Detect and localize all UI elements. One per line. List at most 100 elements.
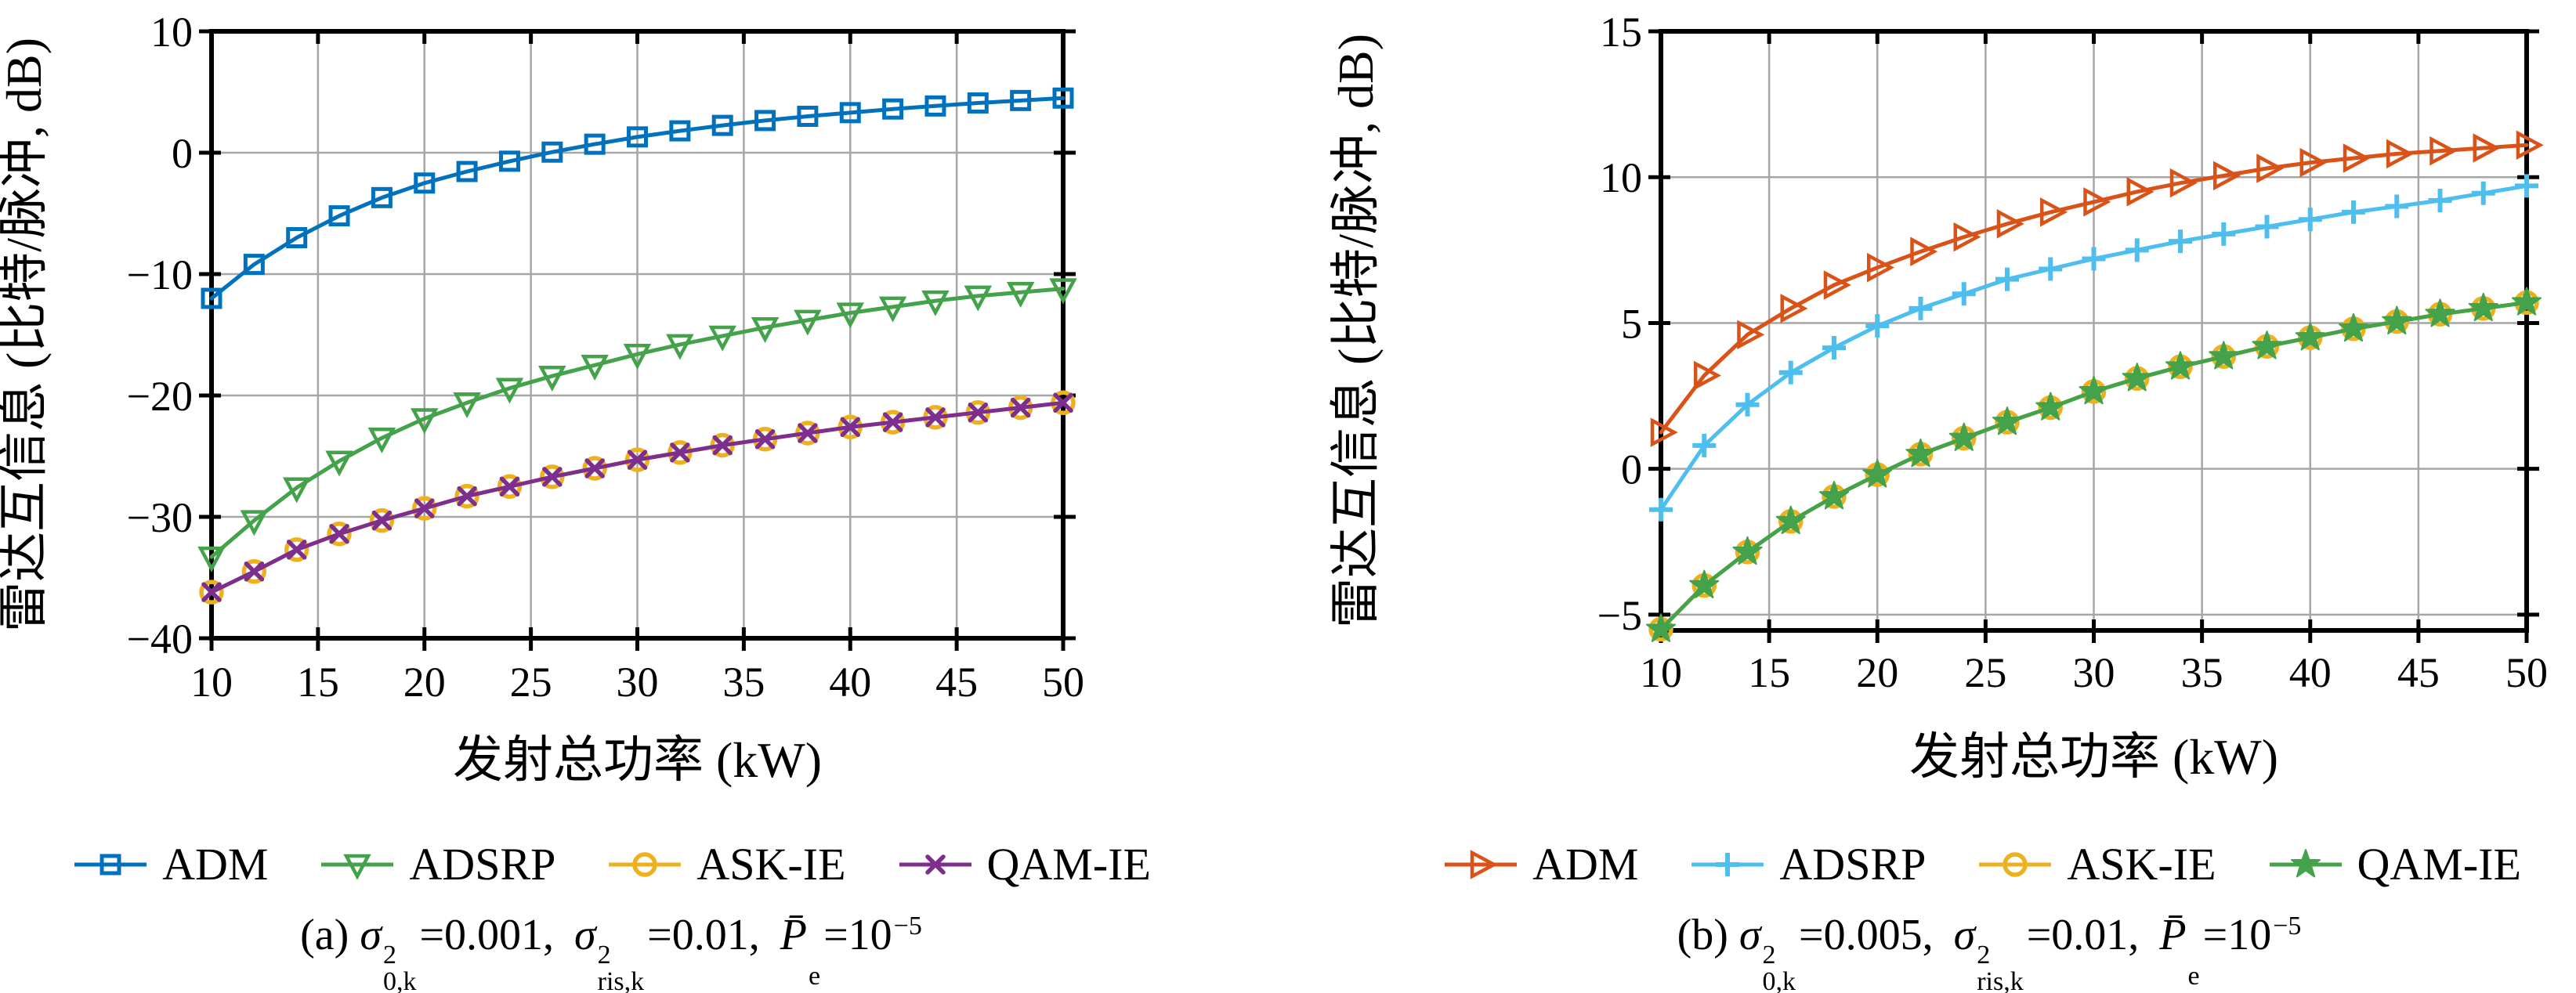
marker-triangle-down-ADSRP [964,285,993,312]
marker-star-QAM-IE [2165,351,2196,380]
marker-triangle-right-ADM [1996,209,2024,239]
legend-marker-QAM-IE [2269,848,2342,877]
marker-square-ADM [754,110,776,132]
x-tick-label: 20 [403,659,446,706]
marker-plus-ADSRP [1995,267,2019,291]
marker-star-QAM-IE [2511,287,2542,316]
series-markers-ADM [1650,130,2544,447]
marker-square-ADM [584,133,606,155]
marker-triangle-right-ADM [1953,222,1981,252]
marker-star-QAM-IE [1775,505,1806,535]
marker-circle-ASK-IE [199,580,224,605]
marker-circle-ASK-IE [2003,851,2028,877]
caption-prefix: (b) [1677,911,1739,959]
series-markers-ADSRP [197,278,1077,572]
caption-supsub: e [808,961,821,991]
caption-prefix: (a) [300,911,360,959]
marker-triangle-down-ADSRP [343,854,372,880]
x-tick-label: 40 [2289,649,2332,696]
marker-square-ADM [99,854,121,875]
legend-b: ADM ADSRP ASK-IE QAM-IE [1387,838,2576,890]
y-tick-label: 0 [1621,446,1642,493]
caption-symbol: σ [1953,911,1976,959]
caption-exponent: −5 [2273,912,2302,941]
y-tick-label: −30 [127,494,193,541]
marker-square-ADM [328,205,350,227]
marker-plus-ADSRP [2082,247,2106,271]
marker-circle-ASK-IE [412,496,437,521]
series-markers-QAM-IE [1645,287,2542,642]
marker-plus-ADSRP [2125,238,2149,262]
marker-triangle-down-ADSRP [878,296,907,323]
marker-x-QAM-IE [882,412,903,432]
y-tick-label: 5 [1621,300,1642,347]
marker-star-QAM-IE [1818,481,1850,510]
x-tick-label: 15 [297,659,339,706]
marker-star-QAM-IE [1992,406,2023,435]
legend-marker-ADM [74,854,147,875]
marker-triangle-down-ADSRP [623,344,652,370]
marker-plus-ADSRP [1908,296,1933,320]
marker-star-QAM-IE [2382,305,2412,334]
caption-value: =0.01, [647,911,760,959]
marker-triangle-down-ADSRP [836,302,865,329]
legend-marker-ADSRP [321,854,394,880]
marker-square-ADM [243,254,265,276]
caption-symbol: P̄ [2159,911,2187,959]
marker-star-QAM-IE [2468,292,2498,322]
marker-triangle-right-ADM [2256,153,2285,183]
marker-x-QAM-IE [499,476,520,496]
x-tick-label: 35 [722,659,765,706]
marker-star-QAM-IE [2425,298,2455,327]
series-line-ADSRP [209,287,1065,559]
caption-supsub: 2 0,k [382,940,417,993]
caption-symbol: σ [574,911,596,959]
legend-a: ADM ADSRP ASK-IE QAM-IE [0,838,1222,890]
caption-value: =0.01, [2026,911,2140,959]
legend-label-ADSRP: ADSRP [409,839,556,890]
caption-supsub: 2 ris,k [1977,940,2024,993]
legend-label-ASK-IE: ASK-IE [2067,839,2216,890]
marker-triangle-down-ADSRP [1006,282,1035,308]
marker-plus-ADSRP [2385,194,2409,218]
marker-x-QAM-IE [542,467,563,487]
marker-plus-ADSRP [1865,314,1890,338]
caption-symbol: σ [1738,911,1761,959]
marker-triangle-down-ADSRP [921,290,950,316]
legend-marker-ADM [1445,849,1518,879]
series-markers-QAM-IE [201,392,1073,602]
legend-item-ASK-IE: ASK-IE [606,838,846,890]
x-tick-label: 15 [1748,649,1790,696]
marker-triangle-right-ADM [2169,168,2198,198]
label-layer: 10 15 20 25 30 35 40 45 50 −40 −30 −20 −10 0 10 发射总功率 (… [0,9,1084,788]
marker-triangle-down-ADSRP [367,428,396,453]
marker-x-QAM-IE [244,561,265,582]
marker-square-ADM [371,186,393,208]
legend-item-ADSRP: ADSRP [1688,838,1926,890]
label-layer: 10 15 20 25 30 35 40 45 50 −5 0 5 10 15 发射总功率 (kW) 雷达互信… [1328,9,2548,785]
marker-plus-ADSRP [2039,257,2063,281]
marker-triangle-right-ADM [1780,294,1808,323]
series-markers-ADSRP [1649,174,2538,522]
legend-item-ASK-IE: ASK-IE [1976,838,2216,890]
caption-supsub: 2 ris,k [597,940,645,993]
marker-circle-ASK-IE [497,474,523,499]
marker-square-ADM [627,126,648,148]
marker-square-ADM [1010,89,1032,111]
marker-x-QAM-IE [201,582,222,602]
marker-star-QAM-IE [2035,392,2066,421]
marker-plus-ADSRP [1692,433,1717,457]
marker-triangle-right-ADM [1867,252,1895,283]
legend-marker-QAM-IE [899,854,971,875]
marker-triangle-down-ADSRP [495,377,524,404]
marker-x-QAM-IE [414,498,435,518]
marker-triangle-right-ADM [1737,320,1765,350]
legend-item-ADM: ADM [71,838,268,890]
legend-label-ADM: ADM [162,839,269,890]
marker-circle-ASK-IE [632,851,658,877]
y-tick-label: 10 [150,9,193,56]
legend-marker-ADSRP [1691,852,1764,876]
marker-square-ADM [498,150,520,172]
marker-plus-ADSRP [2212,222,2236,246]
